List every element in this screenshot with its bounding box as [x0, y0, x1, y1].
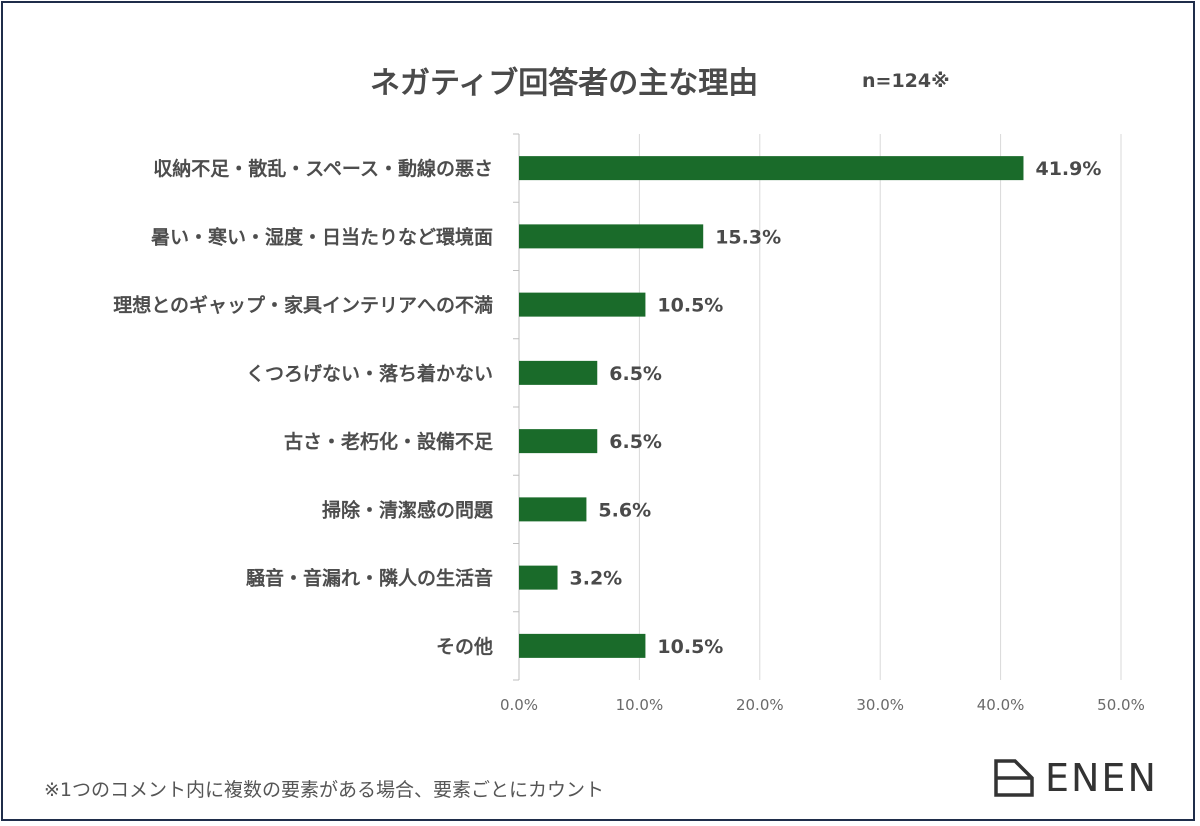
house-outline-icon: [994, 759, 1034, 797]
data-label: 41.9%: [1035, 158, 1101, 180]
category-label: 古さ・老朽化・設備不足: [284, 430, 494, 453]
data-label: 3.2%: [570, 568, 623, 590]
category-label: 暑い・寒い・湿度・日当たりなど環境面: [151, 225, 493, 248]
category-label: その他: [436, 635, 493, 658]
data-label: 6.5%: [609, 431, 662, 453]
data-label: 15.3%: [715, 226, 781, 248]
bar: [519, 633, 646, 658]
bar: [519, 429, 598, 454]
bar: [519, 360, 598, 385]
bar: [519, 565, 558, 590]
sample-size-label: n=124※: [862, 70, 950, 92]
x-tick-label: 20.0%: [736, 696, 784, 714]
category-label: くつろげない・落ち着かない: [246, 362, 493, 385]
x-tick-label: 10.0%: [616, 696, 664, 714]
enen-logo: ENEN: [993, 757, 1158, 799]
bar: [519, 224, 704, 249]
data-label: 5.6%: [598, 499, 651, 521]
category-label: 掃除・清潔感の問題: [322, 498, 494, 521]
category-label: 理想とのギャップ・家具インテリアへの不満: [113, 294, 493, 317]
x-tick-label: 40.0%: [977, 696, 1025, 714]
x-tick-label: 30.0%: [856, 696, 904, 714]
bar: [519, 156, 1024, 181]
chart-title: ネガティブ回答者の主な理由: [370, 66, 759, 101]
bar: [519, 497, 587, 522]
category-label: 収納不足・散乱・スペース・動線の悪さ: [153, 157, 493, 180]
footnote: ※1つのコメント内に複数の要素がある場合、要素ごとにカウント: [44, 779, 605, 801]
x-tick-label: 50.0%: [1097, 696, 1145, 714]
data-label: 6.5%: [609, 363, 662, 385]
bar: [519, 292, 646, 317]
category-label: 騒音・音漏れ・隣人の生活音: [246, 567, 493, 590]
logo-text: ENEN: [1045, 756, 1158, 800]
data-label: 10.5%: [657, 636, 723, 658]
data-label: 10.5%: [657, 295, 723, 317]
x-tick-label: 0.0%: [500, 696, 538, 714]
